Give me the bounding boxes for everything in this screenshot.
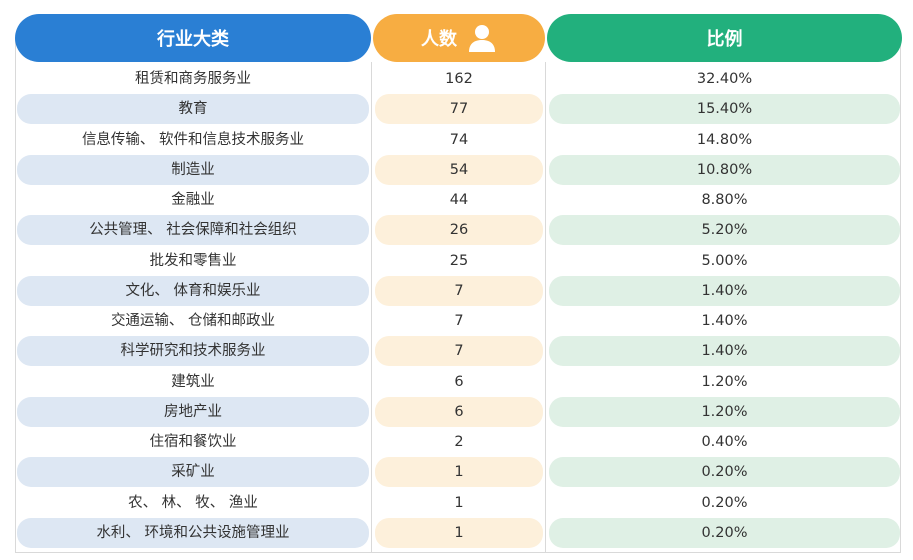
ratio-cell: 0.20% <box>701 494 748 511</box>
table-row: 科学研究和技术服务业 7 1.40% <box>0 336 913 367</box>
person-icon <box>469 25 495 52</box>
industry-cell: 批发和零售业 <box>149 252 237 269</box>
count-cell: 7 <box>454 313 464 329</box>
industry-cell: 金融业 <box>171 192 215 208</box>
count-cell: 6 <box>454 373 464 390</box>
industry-cell: 住宿和餐饮业 <box>149 434 237 450</box>
table-row: 租赁和商务服务业 162 32.40% <box>0 64 913 94</box>
count-header-label: 人数 <box>421 29 457 50</box>
industry-cell: 信息传输、 软件和信息技术服务业 <box>81 131 305 148</box>
column-divider <box>371 62 372 553</box>
ratio-column-header: 比例 <box>547 14 902 62</box>
ratio-cell: 1.20% <box>701 373 748 390</box>
ratio-cell: 15.40% <box>549 94 900 125</box>
count-cell: 44 <box>449 192 469 208</box>
ratio-cell: 5.20% <box>549 215 900 246</box>
ratio-cell: 5.00% <box>701 252 748 269</box>
ratio-cell: 1.20% <box>549 396 900 427</box>
industry-cell: 建筑业 <box>171 373 215 390</box>
table-row: 金融业 44 8.80% <box>0 185 913 215</box>
table-row: 农、 林、 牧、 渔业 1 0.20% <box>0 488 913 518</box>
ratio-cell: 10.80% <box>549 154 900 185</box>
table-row: 交通运输、 仓储和邮政业 7 1.40% <box>0 306 913 336</box>
ratio-cell: 32.40% <box>696 71 753 87</box>
count-cell: 7 <box>375 336 543 367</box>
table-row: 批发和零售业 25 5.00% <box>0 246 913 276</box>
industry-cell: 水利、 环境和公共设施管理业 <box>17 517 369 548</box>
count-cell: 162 <box>445 71 473 87</box>
industry-cell: 交通运输、 仓储和邮政业 <box>110 313 276 329</box>
count-cell: 1 <box>375 517 543 548</box>
ratio-cell: 1.40% <box>549 275 900 306</box>
ratio-cell: 14.80% <box>696 131 753 148</box>
table-row: 公共管理、 社会保障和社会组织 26 5.20% <box>0 215 913 246</box>
table-row: 制造业 54 10.80% <box>0 154 913 185</box>
count-cell: 26 <box>375 215 543 246</box>
ratio-cell: 8.80% <box>701 192 748 208</box>
count-cell: 74 <box>449 131 469 148</box>
table-row: 住宿和餐饮业 2 0.40% <box>0 427 913 457</box>
industry-column-header: 行业大类 <box>15 14 371 62</box>
table-row: 房地产业 6 1.20% <box>0 396 913 427</box>
ratio-cell: 1.40% <box>549 336 900 367</box>
industry-cell: 制造业 <box>17 154 369 185</box>
industry-cell: 农、 林、 牧、 渔业 <box>128 494 258 511</box>
table-row: 采矿业 1 0.20% <box>0 457 913 488</box>
count-cell: 54 <box>375 154 543 185</box>
column-divider <box>545 62 546 553</box>
industry-cell: 科学研究和技术服务业 <box>17 336 369 367</box>
industry-cell: 教育 <box>17 94 369 125</box>
ratio-cell: 0.20% <box>549 517 900 548</box>
industry-cell: 文化、 体育和娱乐业 <box>17 275 369 306</box>
count-cell: 25 <box>449 252 469 269</box>
industry-cell: 采矿业 <box>17 457 369 488</box>
industry-cell: 租赁和商务服务业 <box>135 71 251 87</box>
count-cell: 2 <box>454 434 464 450</box>
count-cell: 1 <box>375 457 543 488</box>
count-cell: 6 <box>375 396 543 427</box>
ratio-cell: 1.40% <box>701 313 748 329</box>
industry-header-label: 行业大类 <box>157 29 229 50</box>
count-cell: 77 <box>375 94 543 125</box>
table-row: 文化、 体育和娱乐业 7 1.40% <box>0 275 913 306</box>
table-row: 建筑业 6 1.20% <box>0 367 913 397</box>
table-row: 水利、 环境和公共设施管理业 1 0.20% <box>0 517 913 548</box>
table-frame <box>15 38 901 553</box>
ratio-header-label: 比例 <box>706 29 743 50</box>
industry-cell: 公共管理、 社会保障和社会组织 <box>17 215 369 246</box>
industry-cell: 房地产业 <box>17 396 369 427</box>
count-column-header: 人数 <box>373 14 545 62</box>
count-cell: 1 <box>454 494 464 511</box>
ratio-cell: 0.40% <box>701 434 748 450</box>
ratio-cell: 0.20% <box>549 457 900 488</box>
table-row: 教育 77 15.40% <box>0 94 913 125</box>
count-cell: 7 <box>375 275 543 306</box>
table-body: 租赁和商务服务业 162 32.40% 教育 77 15.40% 信息传输、 软件和信息技术… <box>0 64 913 548</box>
table-row: 信息传输、 软件和信息技术服务业 74 14.80% <box>0 125 913 155</box>
